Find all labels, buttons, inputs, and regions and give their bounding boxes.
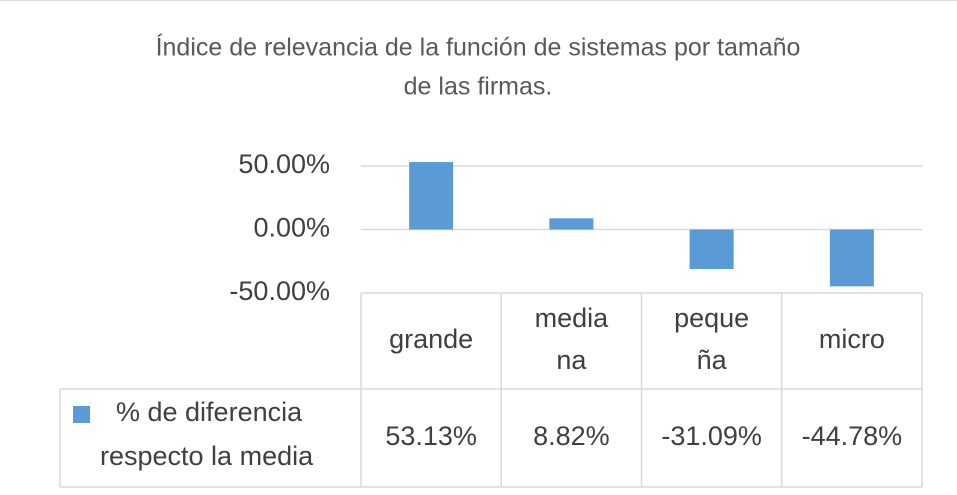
chart-title-line: Índice de relevancia de la función de si… [156, 33, 801, 62]
category-label: micro [819, 324, 885, 354]
bar-grande [409, 162, 454, 230]
legend-swatch [73, 406, 90, 423]
legend-label: % de diferencia [116, 397, 303, 427]
data-table: grande media na peque ña micro 53.13% 8.82% -31.… [59, 293, 923, 488]
category-label: ña [697, 345, 728, 375]
data-label: -44.78% [802, 421, 903, 451]
data-label: 8.82% [533, 421, 610, 451]
category-label: grande [389, 324, 473, 354]
chart-title-line: de las firmas. [404, 73, 553, 101]
category-label: media [535, 303, 610, 333]
chart-title: Índice de relevancia de la función de si… [156, 33, 801, 101]
bars [409, 162, 874, 287]
category-label: peque [674, 303, 749, 333]
data-label: 53.13% [385, 421, 477, 451]
bar-mediana [549, 218, 594, 230]
y-tick-label: 50.00% [238, 149, 330, 179]
legend-label: respecto la media [100, 441, 314, 471]
y-axis-tick-labels: 50.00% 0.00% -50.00% [229, 149, 330, 306]
data-label: -31.09% [661, 421, 762, 451]
y-tick-label: -50.00% [229, 276, 330, 306]
bar-micro [829, 229, 874, 287]
y-tick-label: 0.00% [253, 213, 330, 243]
bar-pequeña [689, 229, 734, 269]
category-label: na [556, 345, 587, 375]
